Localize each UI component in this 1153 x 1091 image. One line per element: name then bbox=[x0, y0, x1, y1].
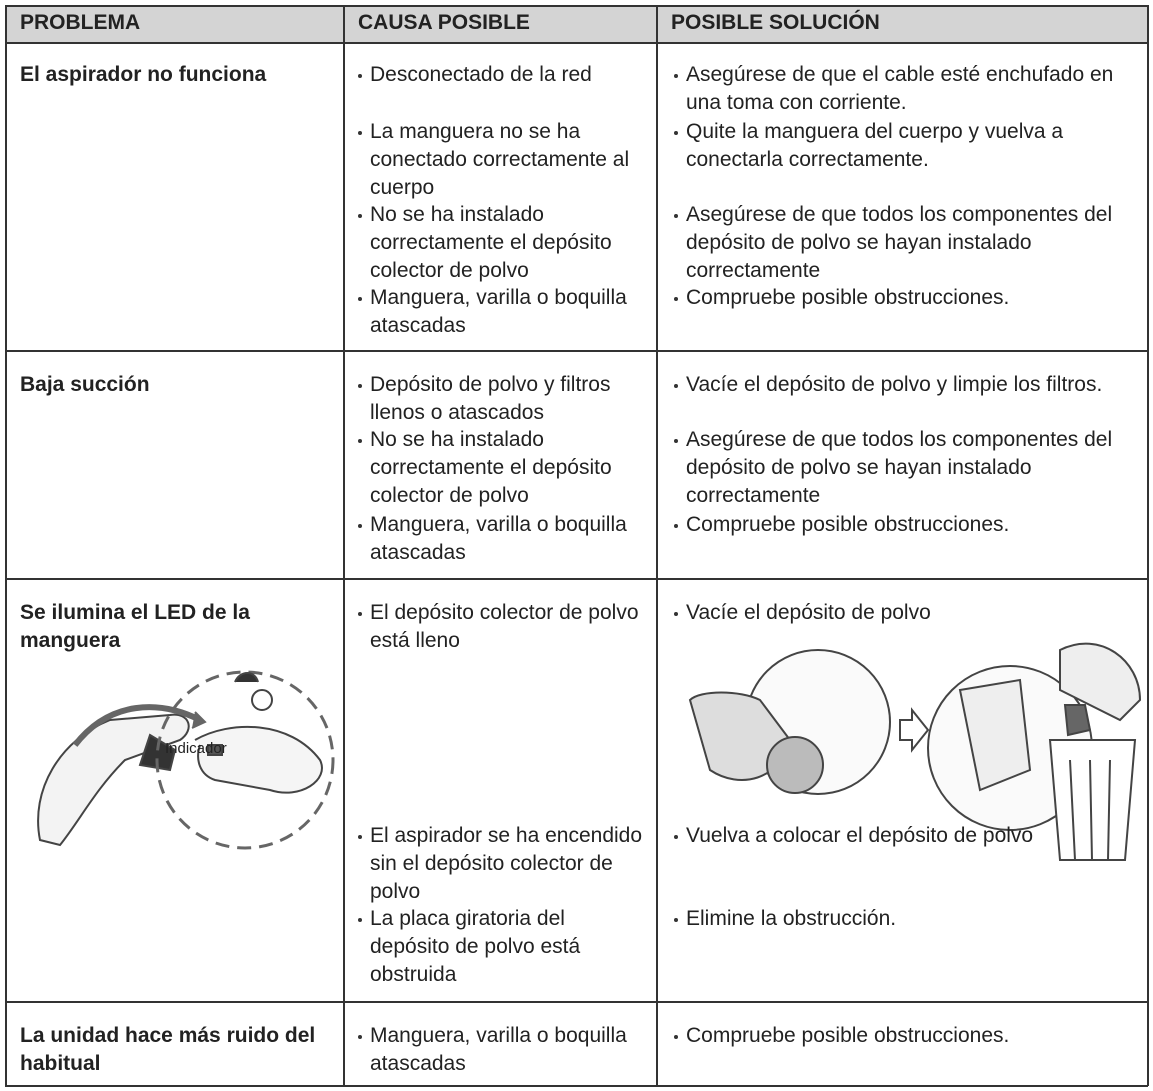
cause-item: Desconectado de la red bbox=[358, 61, 648, 89]
solution-item: Vuelva a colocar el depósito de polvo bbox=[674, 822, 1142, 850]
cause-item: Manguera, varilla o boquilla atascadas bbox=[358, 1022, 648, 1078]
problem-cell: Baja succión bbox=[20, 373, 150, 396]
cause-item: Depósito de polvo y filtros llenos o ata… bbox=[358, 371, 648, 427]
solution-item: Elimine la obstrucción. bbox=[674, 905, 1142, 933]
solution-item: Compruebe posible obstrucciones. bbox=[674, 284, 1142, 312]
column-header: PROBLEMA bbox=[20, 11, 141, 34]
column-header: CAUSA POSIBLE bbox=[358, 11, 530, 34]
solution-item: Asegúrese de que el cable esté enchufado… bbox=[674, 61, 1142, 117]
cause-item: El depósito colector de polvo está lleno bbox=[358, 599, 648, 655]
cause-item: La placa giratoria del depósito de polvo… bbox=[358, 905, 648, 989]
solution-item: Vacíe el depósito de polvo y limpie los … bbox=[674, 371, 1142, 399]
cause-item: No se ha instalado correctamente el depó… bbox=[358, 426, 648, 510]
header-row bbox=[5, 5, 1148, 42]
solution-item: Asegúrese de que todos los componentes d… bbox=[674, 201, 1142, 285]
cause-item: La manguera no se ha conectado correctam… bbox=[358, 118, 648, 202]
solution-item: Asegúrese de que todos los componentes d… bbox=[674, 426, 1142, 510]
problem-cell: El aspirador no funciona bbox=[20, 63, 267, 86]
column-header: POSIBLE SOLUCIÓN bbox=[671, 11, 880, 34]
problem-cell: La unidad hace más ruido del habitual bbox=[20, 1024, 316, 1075]
solution-item: Compruebe posible obstrucciones. bbox=[674, 511, 1142, 539]
cause-item: El aspirador se ha encendido sin el depó… bbox=[358, 822, 648, 906]
solution-item: Vacíe el depósito de polvo bbox=[674, 599, 1142, 627]
cause-item: No se ha instalado correctamente el depó… bbox=[358, 201, 648, 285]
cause-item: Manguera, varilla o boquilla atascadas bbox=[358, 511, 648, 567]
solution-item: Compruebe posible obstrucciones. bbox=[674, 1022, 1142, 1050]
indicator-label: Indicador bbox=[165, 740, 227, 757]
solution-item: Quite la manguera del cuerpo y vuelva a … bbox=[674, 118, 1142, 174]
cause-item: Manguera, varilla o boquilla atascadas bbox=[358, 284, 648, 340]
problem-cell: Se ilumina el LED de la manguera bbox=[20, 601, 250, 652]
